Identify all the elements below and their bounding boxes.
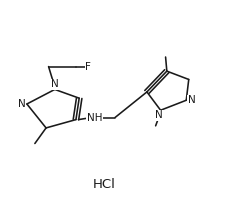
Text: F: F <box>85 62 91 72</box>
Text: HCl: HCl <box>93 178 116 191</box>
Text: N: N <box>155 110 163 120</box>
Text: N: N <box>188 95 196 105</box>
Text: NH: NH <box>87 113 102 123</box>
Text: N: N <box>18 99 26 109</box>
Text: N: N <box>51 79 59 89</box>
